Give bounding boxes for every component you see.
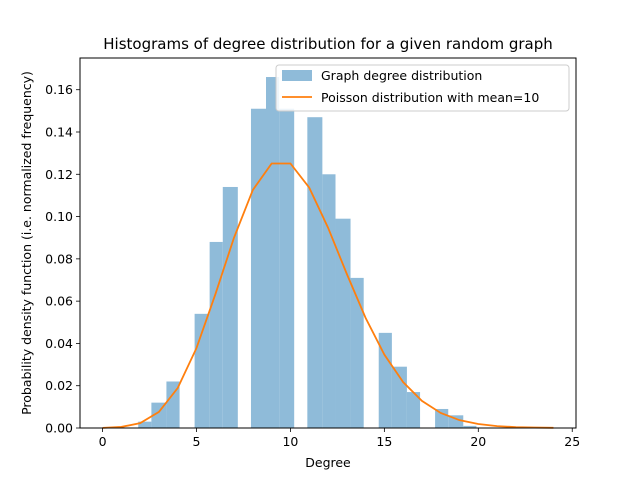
y-axis: 0.00 0.02 0.04 0.06 0.08 0.10 0.12 0.14 0.16 — [45, 82, 80, 436]
histogram-bar-1 — [151, 402, 167, 428]
y-tick-label-0.02: 0.02 — [45, 378, 73, 393]
histogram-bar-6 — [250, 108, 266, 429]
histogram-bar-16 — [435, 408, 449, 428]
x-tick-label-10: 10 — [282, 434, 298, 449]
histogram-bars — [138, 77, 477, 429]
x-tick-label-20: 20 — [470, 434, 486, 449]
histogram-bar-0 — [138, 421, 152, 428]
histogram-bar-4 — [209, 241, 223, 428]
histogram-bar-18 — [463, 425, 477, 428]
x-tick-label-25: 25 — [564, 434, 580, 449]
poisson-line-group — [102, 162, 554, 429]
histogram-bar-7 — [266, 77, 280, 428]
plot-frame — [79, 57, 577, 429]
y-tick-label-0.14: 0.14 — [45, 125, 73, 140]
histogram-bar-15 — [406, 392, 421, 428]
y-tick-label-0.08: 0.08 — [45, 251, 73, 266]
y-tick-label-0.04: 0.04 — [45, 336, 73, 351]
y-tick-label-0.00: 0.00 — [45, 421, 73, 436]
histogram-bar-17 — [448, 415, 464, 428]
legend-label-histogram: Graph degree distribution — [321, 68, 482, 83]
y-axis-label: Probability density function (i.e. norma… — [19, 71, 34, 415]
legend-label-poisson: Poisson distribution with mean=10 — [321, 90, 539, 105]
x-tick-label-15: 15 — [376, 434, 392, 449]
y-tick-label-0.10: 0.10 — [45, 209, 73, 224]
histogram-bar-13 — [378, 332, 392, 428]
histogram-bar-2 — [166, 381, 180, 428]
x-tick-label-5: 5 — [193, 434, 201, 449]
poisson-line — [102, 162, 554, 429]
legend-box — [275, 64, 570, 112]
histogram-bar-8 — [279, 108, 295, 429]
chart-title: Histograms of degree distribution for a … — [103, 35, 552, 53]
legend: Graph degree distribution Poisson distri… — [275, 64, 570, 112]
x-axis: 0 5 10 15 20 25 — [99, 428, 580, 449]
histogram-bar-12 — [350, 277, 364, 428]
y-tick-label-0.06: 0.06 — [45, 294, 73, 309]
histogram-bar-9 — [307, 117, 323, 428]
legend-swatch-histogram — [282, 70, 312, 81]
x-axis-label: Degree — [305, 455, 351, 470]
histogram-bar-11 — [335, 218, 351, 428]
x-tick-label-0: 0 — [99, 434, 107, 449]
y-tick-label-0.16: 0.16 — [45, 82, 73, 97]
histogram-bar-5 — [222, 186, 238, 428]
histogram-bar-10 — [322, 174, 336, 428]
y-tick-label-0.12: 0.12 — [45, 167, 73, 182]
